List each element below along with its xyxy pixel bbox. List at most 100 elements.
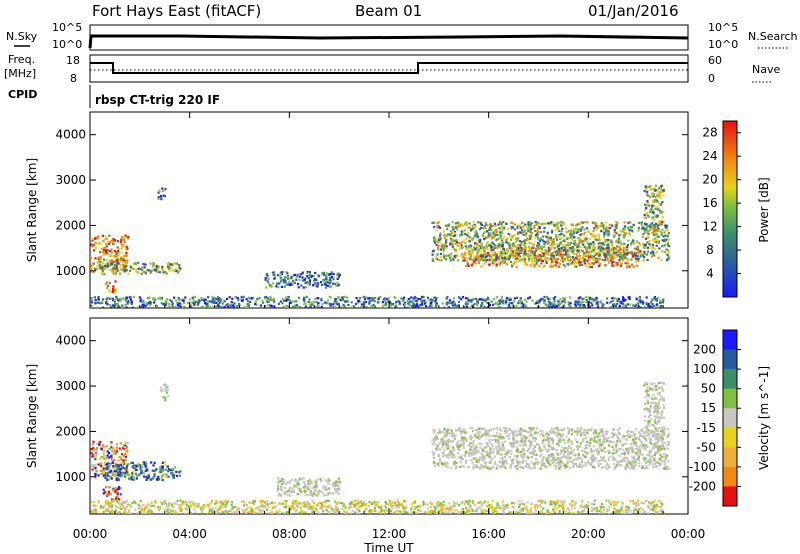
scatter-cell [554,229,557,232]
scatter-cell [566,249,569,252]
scatter-cell [598,257,602,260]
scatter-cell [322,271,326,274]
scatter-cell [606,257,609,260]
scatter-cell [518,231,522,234]
scatter-cell [462,230,465,233]
scatter-cell [223,300,226,303]
scatter-cell [604,252,607,255]
scatter-cell [645,187,648,190]
scatter-cell [563,223,566,226]
scatter-cell [430,304,433,307]
scatter-cell [460,430,463,433]
scatter-cell [496,464,499,467]
freq-unit-label: [MHz] [4,67,36,80]
scatter-cell [560,465,563,468]
scatter-cell [422,300,425,303]
scatter-cell [313,278,316,281]
scatter-cell [312,301,315,304]
scatter-cell [666,229,669,232]
scatter-cell [593,299,597,302]
scatter-cell [594,238,597,241]
scatter-cell [435,435,438,439]
scatter-cell [467,231,470,235]
scatter-cell [384,303,388,306]
scatter-cell [408,306,411,308]
scatter-cell [475,451,479,454]
scatter-cell [579,245,582,249]
scatter-cell [589,264,592,267]
scatter-cell [164,399,167,402]
scatter-cell [607,261,610,264]
scatter-cell [391,306,394,308]
scatter-cell [594,436,597,439]
scatter-cell [146,302,149,305]
scatter-cell [447,224,450,227]
scatter-cell [490,258,493,261]
scatter-cell [535,453,538,456]
scatter-cell [559,254,562,257]
scatter-cell [529,253,532,256]
scatter-cell [646,434,649,437]
scatter-cell [502,258,505,262]
scatter-cell [120,240,123,243]
scatter-cell [542,240,545,243]
scatter-cell [438,225,441,229]
scatter-cell [493,245,496,249]
scatter-cell [395,304,398,308]
scatter-cell [421,295,424,298]
scatter-cell [494,441,497,444]
scatter-cell [619,300,622,303]
scatter-cell [613,433,616,436]
scatter-cell [491,253,494,256]
scatter-cell [613,247,616,250]
radar-title: Fort Hays East (fitACF) [92,2,261,20]
scatter-cell [90,243,93,246]
scatter-cell [627,239,630,242]
scatter-cell [607,464,610,467]
scatter-cell [94,246,97,249]
scatter-cell [305,295,308,298]
scatter-cell [499,231,502,234]
scatter-cell [515,266,518,269]
scatter-cell [496,449,499,452]
scatter-cell [588,247,591,250]
scatter-cell [177,271,180,274]
scatter-cell [646,431,649,434]
scatter-cell [337,303,340,306]
scatter-cell [227,307,230,308]
scatter-cell [441,302,444,305]
scatter-cell [536,244,539,247]
scatter-cell [573,262,576,265]
scatter-cell [309,303,312,306]
scatter-cell [631,460,634,463]
scatter-cell [140,472,143,475]
scatter-cell [629,243,632,246]
scatter-cell [628,297,631,301]
scatter-cell [436,437,439,440]
scatter-cell [491,241,494,244]
scatter-cell [232,304,235,307]
scatter-cell [110,446,113,449]
scatter-cell [104,461,107,464]
scatter-cell [595,439,598,442]
scatter-cell [277,476,280,480]
scatter-cell [110,477,113,480]
scatter-cell [139,300,142,303]
scatter-cell [111,449,114,452]
scatter-cell [634,247,637,250]
scatter-cell [138,473,141,477]
scatter-cell [665,224,668,227]
scatter-cell [120,297,123,300]
scatter-cell [305,489,308,492]
scatter-cell [325,273,328,276]
scatter-cell [481,247,484,250]
scatter-cell [329,304,332,307]
scatter-cell [536,230,539,233]
scatter-cell [284,276,287,279]
scatter-cell [105,282,108,286]
scatter-cell [478,255,481,259]
scatter-cell [617,298,620,301]
scatter-cell [579,434,583,437]
scatter-cell [98,263,101,266]
scatter-cell [117,305,120,308]
